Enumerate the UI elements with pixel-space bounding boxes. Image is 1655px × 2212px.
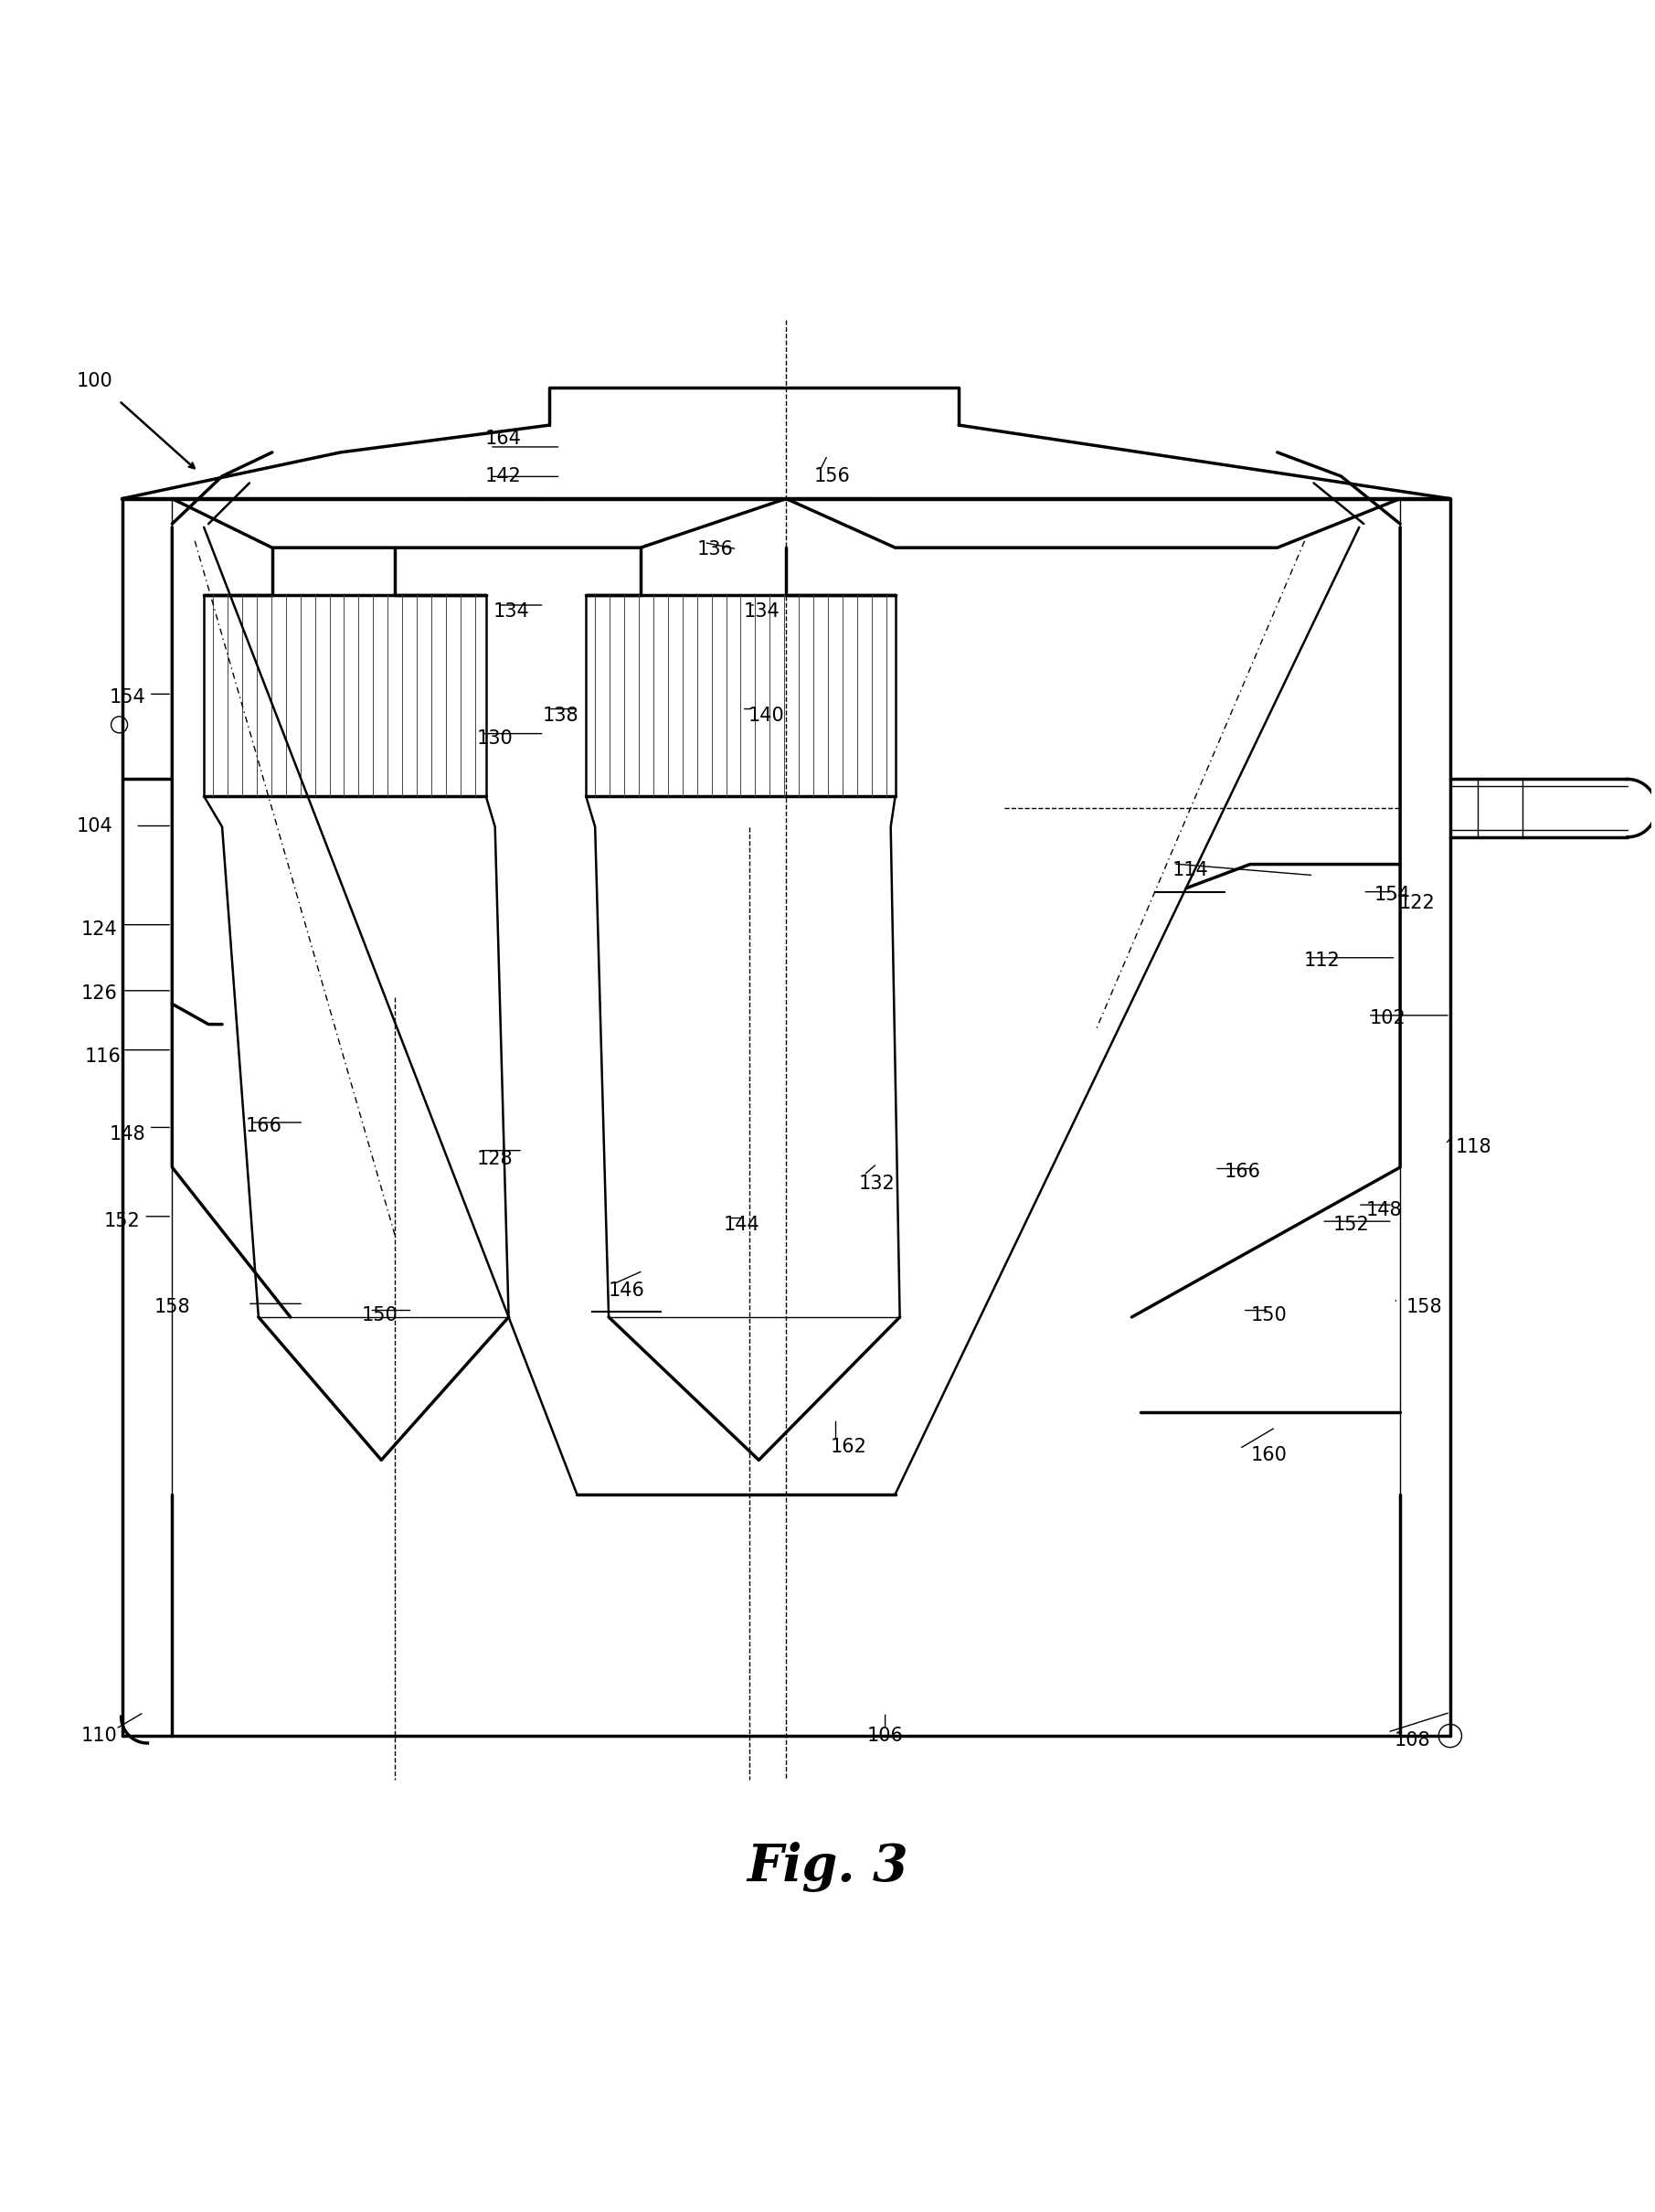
Text: 164: 164 [485,429,521,447]
Text: 110: 110 [81,1725,118,1745]
Text: 166: 166 [1225,1164,1261,1181]
Text: 136: 136 [697,540,733,557]
Text: 134: 134 [493,602,530,622]
Text: 148: 148 [109,1126,146,1144]
Text: Fig. 3: Fig. 3 [746,1843,909,1893]
Text: 132: 132 [859,1175,895,1192]
Text: 144: 144 [723,1217,760,1234]
Text: 124: 124 [81,920,118,938]
Text: 138: 138 [543,706,579,726]
Text: 160: 160 [1251,1447,1288,1464]
Text: 166: 166 [247,1117,283,1135]
Text: 146: 146 [609,1281,645,1301]
Text: 128: 128 [477,1150,513,1168]
Text: 150: 150 [1251,1305,1288,1325]
Text: 116: 116 [84,1048,121,1066]
Text: 158: 158 [154,1298,190,1316]
Text: 150: 150 [361,1305,397,1325]
Text: 148: 148 [1367,1201,1402,1219]
Text: 112: 112 [1304,951,1341,971]
Text: 154: 154 [1374,887,1410,905]
Text: 122: 122 [1398,894,1435,914]
Text: 126: 126 [81,984,118,1002]
Text: 118: 118 [1455,1137,1491,1157]
Text: 156: 156 [814,467,851,487]
Text: 114: 114 [1172,860,1208,880]
Text: 102: 102 [1369,1009,1405,1029]
Text: 152: 152 [104,1212,141,1230]
Text: 100: 100 [76,372,113,389]
Text: 152: 152 [1334,1217,1370,1234]
Text: 108: 108 [1394,1732,1430,1750]
Text: 104: 104 [76,816,113,834]
Text: 142: 142 [485,467,521,487]
Text: 158: 158 [1405,1298,1442,1316]
Text: 130: 130 [477,730,513,748]
Text: 106: 106 [867,1725,904,1745]
Text: 134: 134 [743,602,780,622]
Text: 140: 140 [748,706,784,726]
Text: 154: 154 [109,688,146,706]
Text: 162: 162 [831,1438,867,1455]
